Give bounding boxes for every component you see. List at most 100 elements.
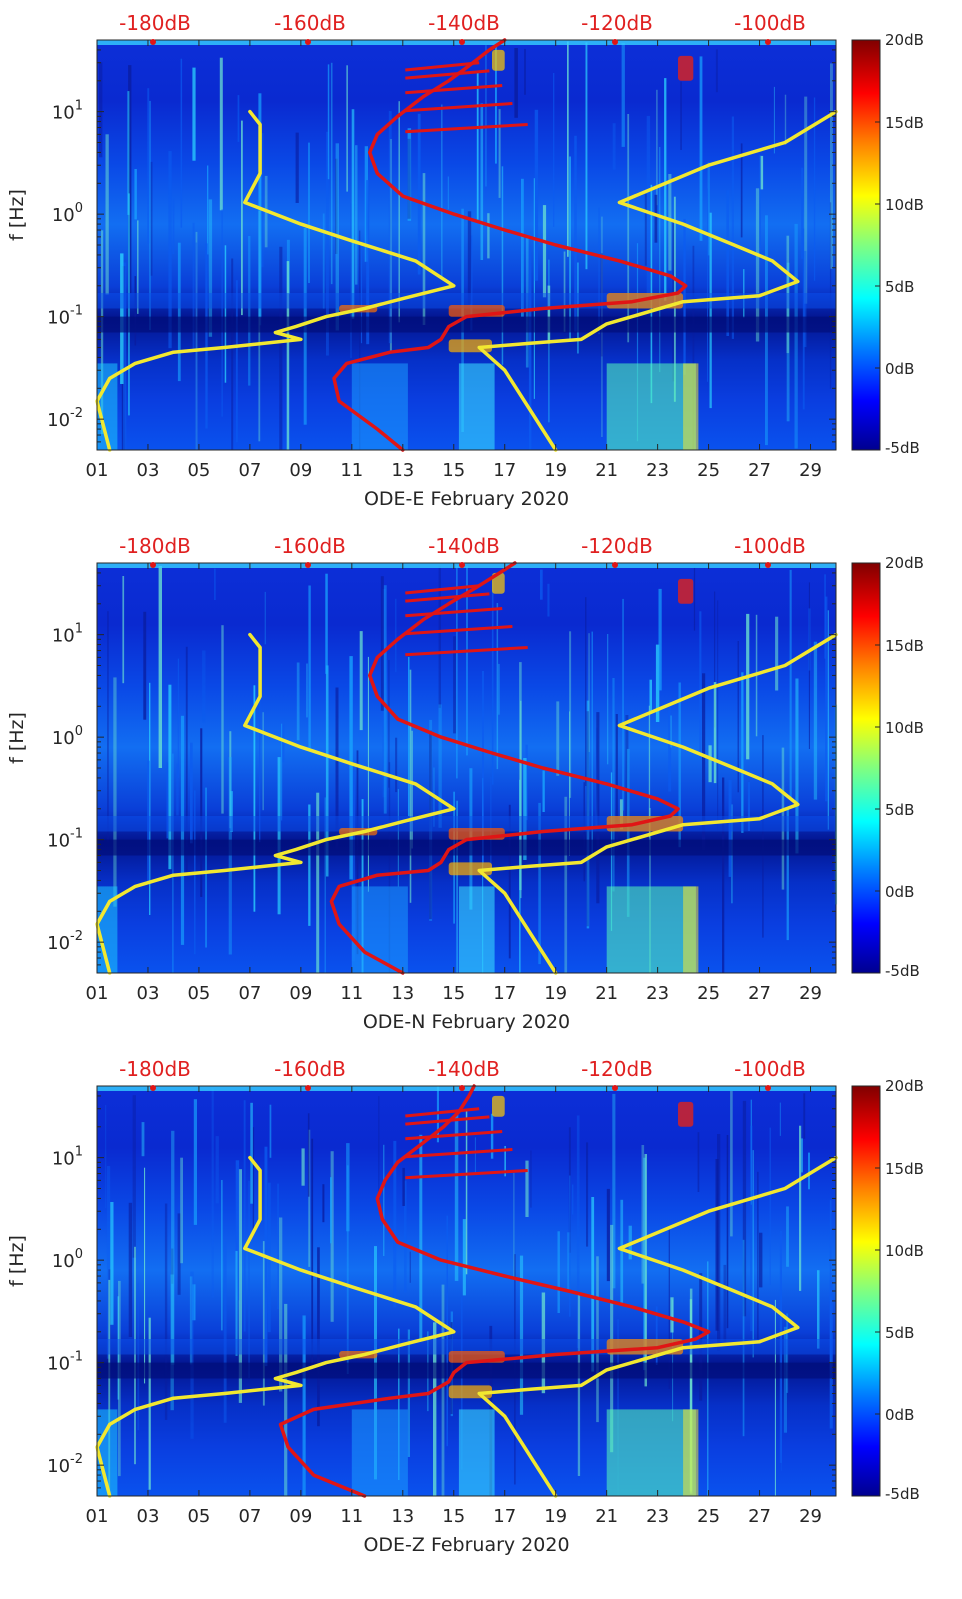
colorbar-tick-label: 10dB	[885, 1242, 924, 1260]
x-tick-label: 13	[391, 983, 414, 1004]
x-tick-label: 27	[748, 1506, 771, 1527]
x-tick-label: 29	[799, 983, 822, 1004]
spectrogram-streaks	[97, 40, 836, 450]
x-tick-label: 11	[340, 1506, 363, 1527]
top-db-marker	[150, 562, 156, 568]
red-curve-branch	[405, 1107, 480, 1118]
x-tick-label: 11	[340, 460, 363, 481]
red-curve-branch	[405, 1130, 503, 1141]
top-db-marker	[305, 562, 311, 568]
colorbar-tick-label: 20dB	[885, 31, 924, 49]
x-tick-label: 25	[697, 1506, 720, 1527]
x-tick-label: 17	[493, 460, 516, 481]
red-curve-branch	[405, 123, 528, 134]
x-tick-label: 23	[646, 460, 669, 481]
panel-3: 01 03 05 07 09 11 13 15 17 19 21 23 25 27 29 ODE-Z Febr…	[6, 1057, 924, 1556]
x-axis-title: ODE-N February 2020	[363, 1011, 570, 1033]
colorbar-tick-label: 15dB	[885, 1160, 924, 1178]
x-tick-label: 19	[544, 983, 567, 1004]
red-curve-branch	[405, 584, 480, 595]
x-tick-label: 13	[391, 460, 414, 481]
top-db-label: -160dB	[274, 1057, 346, 1081]
colorbar-tick-label: 0dB	[885, 883, 914, 901]
colorbar-tick-label: -5dB	[885, 439, 920, 457]
top-db-marker	[305, 1085, 311, 1091]
y-tick-label: 10-1	[47, 1350, 83, 1375]
x-tick-label: 05	[187, 1506, 210, 1527]
red-curve-branch	[405, 69, 490, 80]
x-tick-label: 09	[289, 1506, 312, 1527]
x-tick-label: 19	[544, 460, 567, 481]
red-curve-branch	[405, 1115, 490, 1126]
red-curve-branch	[405, 84, 503, 95]
red-curve-branch	[405, 592, 490, 603]
panel-1: 01 03 05 07 09 11 13 15 17 19 21 23 25 27 29 ODE-E Febr…	[6, 11, 924, 510]
panel-2: 01 03 05 07 09 11 13 15 17 19 21 23 25 27 29 ODE-N Febr…	[6, 534, 924, 1033]
x-tick-label: 19	[544, 1506, 567, 1527]
yellow-curve-1	[95, 632, 456, 975]
x-tick-label: 25	[697, 983, 720, 1004]
top-db-label: -100dB	[734, 1057, 806, 1081]
colorbar-tick-label: 20dB	[885, 1077, 924, 1095]
top-db-marker	[612, 39, 618, 45]
colorbar-tick-label: 15dB	[885, 637, 924, 655]
top-db-label: -100dB	[734, 11, 806, 35]
yellow-curve-1	[95, 1155, 456, 1498]
top-db-label: -160dB	[274, 534, 346, 558]
x-tick-label: 23	[646, 1506, 669, 1527]
y-tick-label: 101	[52, 99, 83, 124]
x-tick-label: 27	[748, 983, 771, 1004]
colorbar	[851, 562, 881, 974]
y-axis-title: f [Hz]	[6, 189, 28, 241]
y-tick-label: 10-2	[47, 406, 83, 431]
top-db-label: -140dB	[428, 11, 500, 35]
y-tick-label: 101	[52, 1145, 83, 1170]
top-db-label: -100dB	[734, 534, 806, 558]
top-db-marker	[150, 39, 156, 45]
x-tick-label: 01	[86, 1506, 109, 1527]
colorbar-tick-label: -5dB	[885, 1485, 920, 1503]
red-curve-branch	[405, 61, 480, 72]
x-tick-label: 09	[289, 460, 312, 481]
red-curve-branch	[405, 625, 513, 636]
top-db-label: -140dB	[428, 1057, 500, 1081]
colorbar-tick-label: 0dB	[885, 1406, 914, 1424]
y-tick-label: 10-2	[47, 929, 83, 954]
top-db-marker	[765, 39, 771, 45]
x-tick-label: 15	[442, 460, 465, 481]
red-curve-branch	[405, 607, 503, 618]
top-db-marker	[612, 562, 618, 568]
top-db-marker	[612, 1085, 618, 1091]
y-tick-label: 10-1	[47, 304, 83, 329]
top-db-label: -180dB	[119, 534, 191, 558]
yellow-curve-2	[477, 1155, 838, 1498]
x-axis-title: ODE-Z February 2020	[363, 1534, 569, 1556]
top-db-label: -120dB	[581, 11, 653, 35]
x-tick-label: 07	[238, 460, 261, 481]
top-db-label: -140dB	[428, 534, 500, 558]
colorbar	[851, 1085, 881, 1497]
y-axis-title: f [Hz]	[6, 1235, 28, 1287]
colorbar-tick-label: 5dB	[885, 1324, 914, 1342]
top-db-label: -180dB	[119, 1057, 191, 1081]
yellow-curve-1	[95, 109, 456, 452]
x-tick-label: 03	[137, 983, 160, 1004]
y-axis-title: f [Hz]	[6, 712, 28, 764]
x-tick-label: 01	[86, 983, 109, 1004]
x-axis-title: ODE-E February 2020	[364, 488, 569, 510]
colorbar-tick-label: 15dB	[885, 114, 924, 132]
top-db-marker	[305, 39, 311, 45]
red-curve-branch	[405, 646, 528, 657]
x-tick-label: 05	[187, 460, 210, 481]
x-tick-label: 21	[595, 983, 618, 1004]
x-tick-label: 29	[799, 1506, 822, 1527]
top-db-marker	[459, 562, 465, 568]
top-db-marker	[459, 1085, 465, 1091]
x-tick-label: 25	[697, 460, 720, 481]
colorbar	[851, 39, 881, 451]
x-tick-label: 15	[442, 1506, 465, 1527]
colorbar-tick-label: 0dB	[885, 360, 914, 378]
x-tick-label: 03	[137, 460, 160, 481]
x-tick-label: 29	[799, 460, 822, 481]
